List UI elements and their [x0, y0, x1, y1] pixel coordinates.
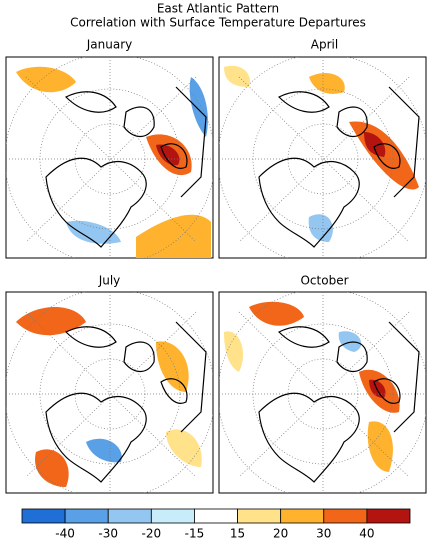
colorbar-label: -20 — [142, 527, 162, 541]
colorbar-swatch — [64, 508, 109, 524]
colorbar-swatch — [366, 508, 411, 524]
colorbar-swatch — [21, 508, 66, 524]
panel-title: July — [98, 274, 121, 288]
panel-title: January — [86, 38, 133, 52]
colorbar-swatch — [194, 508, 238, 524]
colorbar-label: -40 — [55, 527, 75, 541]
subtitle: Correlation with Surface Temperature Dep… — [70, 16, 366, 30]
map-panel — [218, 291, 427, 494]
map-panel — [218, 56, 427, 259]
colorbar-swatch — [150, 508, 195, 524]
colorbar: -40 -30 -20 -15 15 20 30 40 — [21, 508, 411, 541]
colorbar-swatch — [280, 508, 325, 524]
panel-title: April — [311, 38, 338, 52]
colorbar-label: -15 — [185, 527, 205, 541]
title: East Atlantic Pattern — [157, 2, 279, 16]
colorbar-swatch — [323, 508, 368, 524]
colorbar-label: 40 — [359, 527, 374, 541]
colorbar-label: -30 — [98, 527, 118, 541]
colorbar-swatch — [237, 508, 282, 524]
map-panel — [5, 56, 214, 259]
panel-title: October — [300, 274, 348, 288]
map-panel — [5, 291, 214, 494]
colorbar-swatch — [107, 508, 152, 524]
colorbar-label: 20 — [273, 527, 288, 541]
colorbar-label: 30 — [316, 527, 331, 541]
colorbar-label: 15 — [230, 527, 245, 541]
